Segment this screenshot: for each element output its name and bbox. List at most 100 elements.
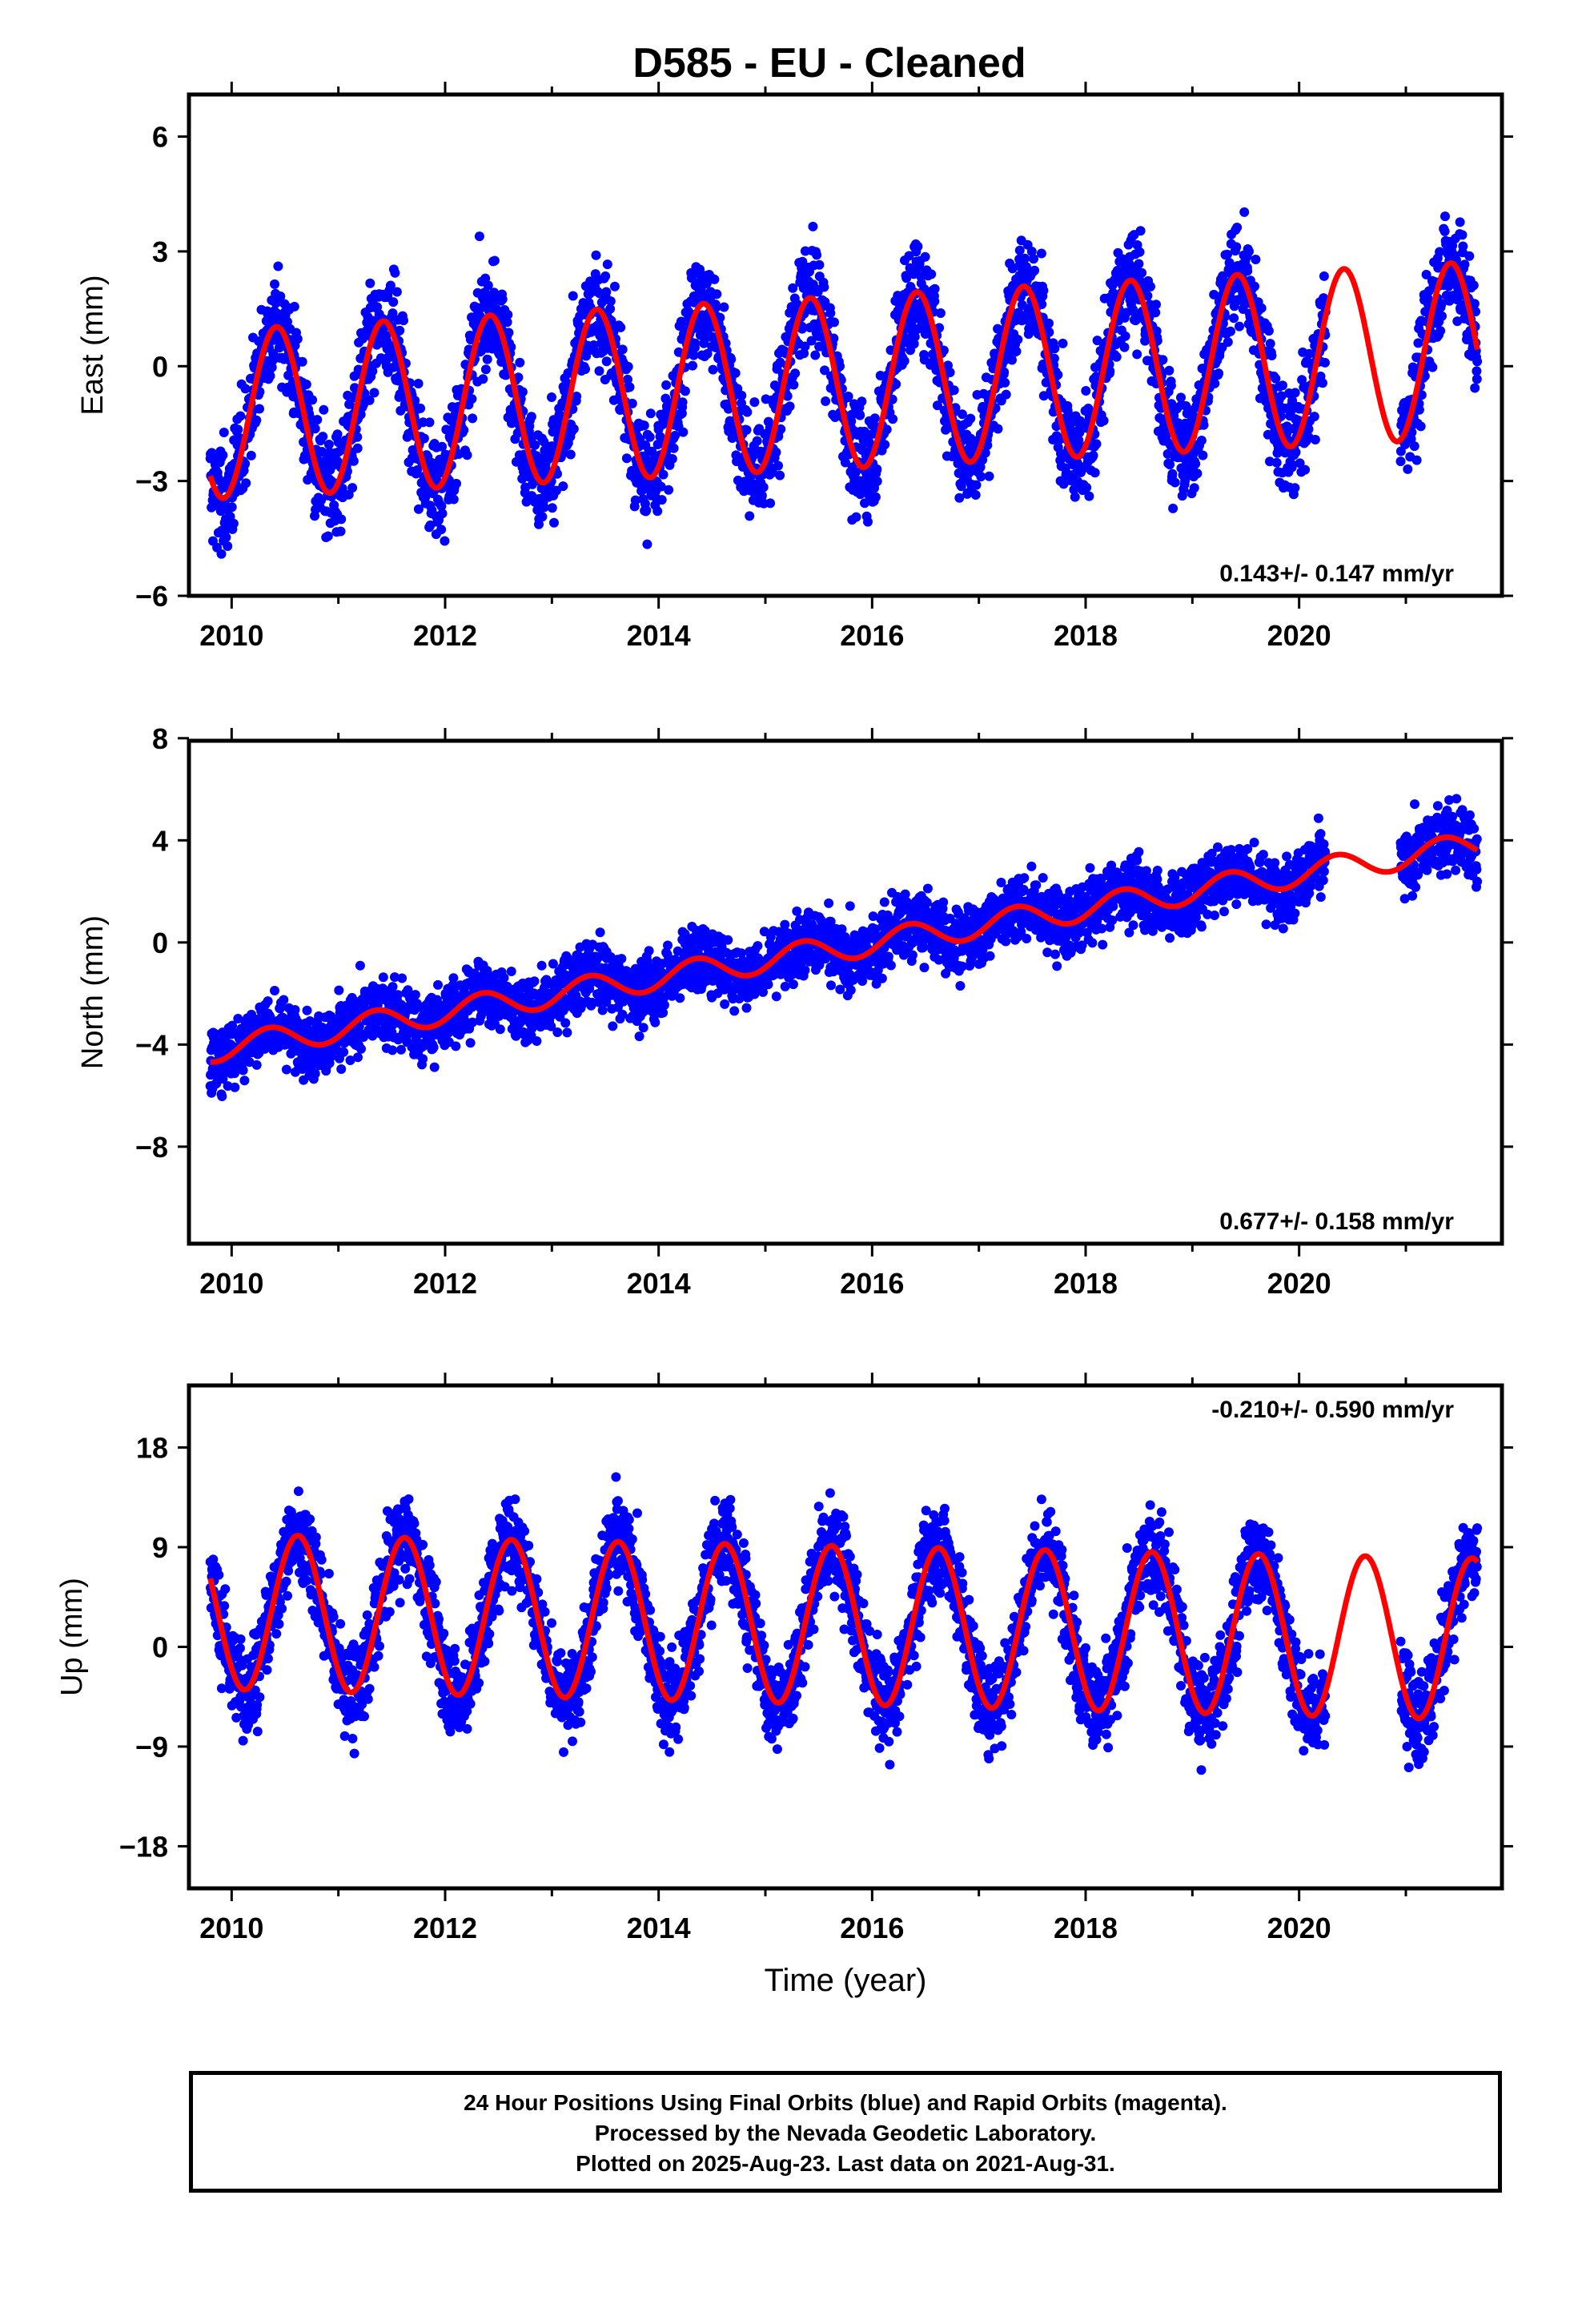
data-point [621,453,632,464]
data-point [263,996,273,1007]
x-tick-label: 2010 [199,619,263,652]
data-point [529,976,540,987]
data-point [365,278,375,288]
data-point [645,408,656,419]
data-point [888,414,898,424]
data-point [930,283,940,294]
data-point [1243,266,1253,276]
data-point [1214,368,1224,379]
data-point [899,356,909,366]
data-point [1013,335,1023,344]
data-point [547,503,557,513]
data-point [800,341,810,352]
data-point [581,351,592,361]
data-point [695,264,705,275]
data-point [251,1059,262,1070]
data-point [441,424,452,435]
data-point [821,396,831,406]
data-point [489,255,500,266]
data-point [1231,242,1242,252]
data-point [1000,377,1010,388]
data-point [410,990,420,1000]
data-point [355,960,365,971]
data-point [863,517,873,527]
data-point [623,361,633,372]
data-point [945,368,955,377]
y-tick-label: 3 [152,235,168,268]
data-point [1158,355,1168,365]
data-point [419,433,429,444]
data-point [1409,441,1419,452]
data-point [289,301,299,312]
data-point [462,450,472,460]
data-point [251,415,262,425]
data-point [1134,259,1144,269]
data-point [825,308,836,318]
data-point [499,973,509,983]
data-point [757,490,767,501]
data-point [768,467,777,477]
data-point [976,472,986,482]
data-point [642,539,652,549]
data-point [393,990,403,1000]
data-point [537,512,548,522]
data-point [677,397,688,408]
data-point [617,344,628,355]
data-point [1235,321,1244,332]
data-point [1319,271,1329,281]
data-point [709,274,720,284]
data-point [515,357,525,368]
data-point [627,398,637,408]
data-point [616,954,627,964]
data-point [984,471,994,481]
data-point [1146,281,1155,292]
data-point [1084,491,1094,501]
data-point [1198,450,1208,460]
data-point [1472,374,1482,384]
data-point [1440,211,1450,222]
north-points [205,794,1483,1101]
data-point [869,413,880,424]
data-point [1223,337,1233,348]
data-point [387,308,398,319]
data-point [336,1064,347,1074]
data-point [307,395,318,405]
data-point [207,448,217,458]
data-point [536,960,547,971]
data-point [429,1062,440,1072]
data-point [502,317,512,328]
data-point [1455,217,1465,227]
data-point [483,280,493,291]
data-point [468,413,478,424]
data-point [437,509,448,519]
east-points [205,207,1483,559]
chart-title: D585 - EU - Cleaned [632,40,1026,86]
data-point [297,356,307,367]
data-point [239,1076,250,1086]
data-point [352,432,363,442]
data-point [279,995,289,1005]
data-point [785,401,795,412]
data-point [281,1064,291,1075]
data-point [217,1092,227,1101]
data-point [601,287,612,297]
data-point [318,432,328,442]
data-point [1111,352,1122,362]
data-point [413,504,424,514]
data-point [1210,378,1220,388]
data-point [1168,503,1178,513]
data-point [1001,389,1011,400]
data-point [1415,421,1426,432]
data-point [1120,331,1130,341]
data-point [1239,207,1250,217]
data-point [843,392,853,401]
data-point [688,360,697,371]
data-point [265,371,275,381]
data-point [602,259,612,270]
data-point [452,478,461,489]
data-point [348,456,359,466]
data-point [223,541,233,551]
y-tick-label: 6 [152,121,168,154]
data-point [270,986,279,995]
data-point [776,424,786,434]
